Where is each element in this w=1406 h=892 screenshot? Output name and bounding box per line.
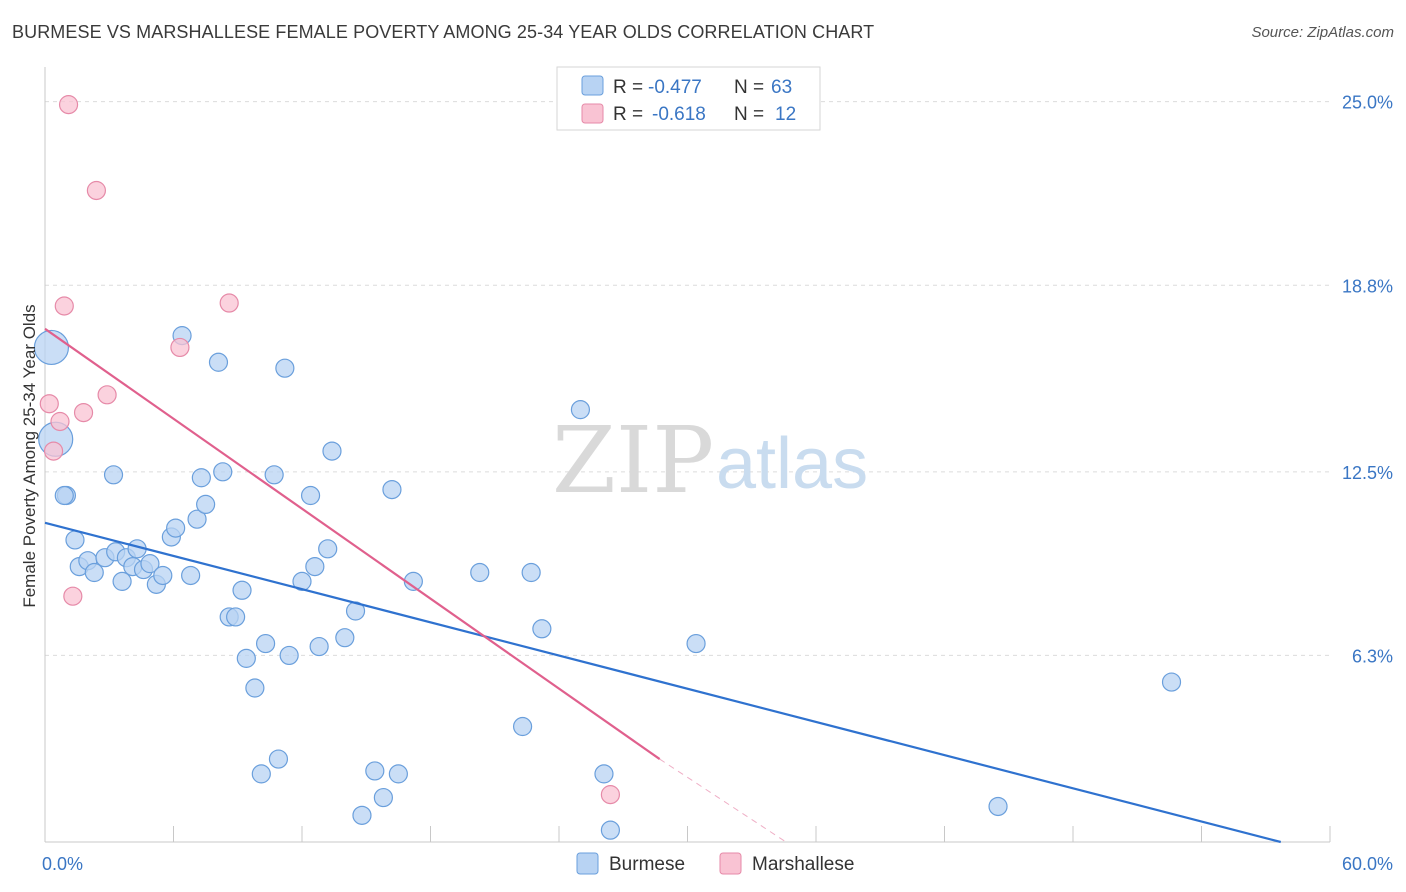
x-tick-label-max: 60.0% (1342, 854, 1393, 874)
burmese-point (521, 562, 541, 583)
trend-lines (44, 327, 1282, 844)
watermark-atlas: atlas (716, 424, 868, 504)
burmese-point (112, 571, 132, 591)
bottom-legend: Burmese Marshallese (576, 852, 854, 875)
burmese-swatch (581, 75, 604, 96)
burmese-point (275, 358, 295, 378)
burmese-point (213, 462, 233, 482)
y-tick-label: 6.3% (1352, 646, 1393, 666)
burmese-point (236, 648, 256, 668)
y-axis-title: Female Poverty Among 25-34 Year Olds (20, 304, 39, 607)
marshallese-point (63, 586, 83, 606)
burmese-point (226, 607, 246, 627)
burmese-point (512, 716, 533, 737)
burmese-point (988, 796, 1008, 817)
marshallese-swatch (581, 103, 604, 124)
burmese-point (322, 441, 342, 461)
legend-n-label-2: N = (734, 104, 764, 125)
burmese-point (208, 352, 229, 372)
marshallese-point (219, 293, 239, 313)
burmese-point (264, 465, 284, 485)
y-tick-label: 25.0% (1342, 93, 1393, 113)
source-label: Source: ZipAtlas.com (1251, 24, 1394, 41)
bottom-legend-marshallese: Marshallese (752, 854, 854, 875)
bottom-legend-burmese-swatch (576, 852, 599, 875)
burmese-point (382, 479, 402, 500)
marshallese-point (39, 394, 59, 414)
stats-legend: R = -0.477 N = 63 R = -0.618 N = 12 (556, 66, 821, 131)
marshallese-trend-extension (659, 758, 787, 843)
burmese-point (33, 329, 70, 366)
legend-n-label-1: N = (734, 77, 764, 98)
burmese-point (54, 485, 74, 506)
burmese-point (65, 530, 85, 550)
burmese-point (140, 554, 160, 574)
y-tick-label: 12.5% (1342, 463, 1393, 483)
burmese-point (335, 628, 355, 648)
burmese-point (103, 465, 124, 485)
burmese-point (279, 645, 299, 666)
marshallese-point (600, 785, 621, 805)
burmese-point (232, 580, 252, 600)
burmese-point (373, 787, 393, 808)
burmese-trend-line (44, 521, 1282, 844)
burmese-point (166, 518, 186, 538)
burmese-point (686, 633, 706, 654)
bottom-legend-burmese: Burmese (609, 854, 685, 875)
marshallese-trend-line (44, 327, 661, 760)
burmese-point (196, 494, 216, 515)
burmese-point (245, 678, 265, 698)
marshallese-point (170, 337, 190, 358)
x-tick-label-min: 0.0% (42, 854, 83, 874)
x-tick-labels: 0.0% 60.0% (42, 854, 1393, 874)
legend-n-value-2: 12 (775, 104, 796, 125)
legend-n-value-1: 63 (771, 77, 792, 98)
burmese-point (181, 565, 201, 586)
burmese-point (251, 764, 271, 784)
burmese-point (352, 805, 372, 825)
burmese-point (1161, 672, 1182, 692)
burmese-point (84, 562, 104, 583)
bottom-legend-marshallese-swatch (719, 852, 742, 875)
burmese-point (570, 400, 591, 420)
burmese-point (268, 749, 289, 769)
burmese-point (187, 509, 207, 529)
legend-r-value-1: -0.477 (648, 77, 702, 98)
burmese-point (191, 468, 211, 488)
marshallese-point (86, 180, 107, 201)
marshallese-point (73, 402, 94, 423)
burmese-point (532, 619, 552, 639)
burmese-point (255, 633, 276, 654)
marshallese-point (58, 95, 79, 115)
chart-title: BURMESE VS MARSHALLESE FEMALE POVERTY AM… (12, 22, 875, 42)
burmese-point (388, 764, 408, 784)
marshallese-point (43, 441, 64, 461)
watermark-zip: ZIP (552, 407, 714, 514)
marshallese-point (54, 296, 74, 316)
burmese-point (594, 764, 614, 784)
burmese-point (305, 556, 325, 577)
marshallese-point (97, 385, 117, 405)
burmese-point (600, 820, 621, 840)
burmese-point (153, 565, 173, 586)
burmese-point (300, 485, 321, 506)
burmese-point (309, 636, 329, 657)
burmese-point (318, 539, 338, 559)
burmese-point (292, 571, 312, 591)
y-tick-labels: 6.3% 12.5% 18.8% 25.0% (1342, 93, 1393, 667)
marshallese-point (50, 411, 70, 432)
legend-r-label-1: R = (613, 77, 643, 98)
burmese-point (365, 761, 385, 781)
watermark: ZIP atlas (552, 407, 868, 514)
y-tick-label: 18.8% (1342, 276, 1393, 296)
legend-r-value-2: -0.618 (652, 104, 706, 125)
burmese-point (470, 562, 490, 583)
legend-r-label-2: R = (613, 104, 643, 125)
